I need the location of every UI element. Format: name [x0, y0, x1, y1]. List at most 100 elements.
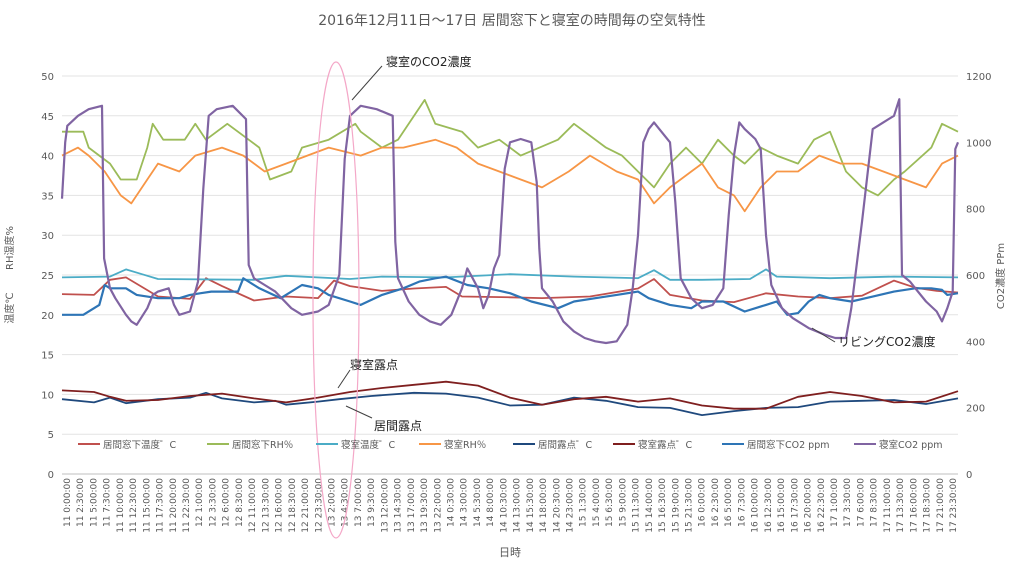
x-tick-label: 16 15:00:00	[777, 478, 787, 533]
x-tick-label: 12 1:00:00	[195, 478, 205, 527]
x-tick-label: 11 20:00:00	[169, 478, 179, 533]
x-tick-label: 14 5:30:00	[473, 478, 483, 527]
x-tick-label: 12 8:30:00	[235, 478, 245, 527]
x-tick-label: 11 12:30:00	[129, 478, 139, 533]
y-tick-left-label: 45	[41, 112, 54, 123]
annotation-arrow-bedroom-dewpoint	[337, 369, 351, 389]
x-tick-label: 17 1:00:00	[830, 478, 840, 527]
legend-label: 居間露点゜C	[538, 440, 593, 451]
x-tick-label: 12 11:00:00	[248, 478, 258, 533]
x-tick-label: 13 9:30:00	[367, 478, 377, 527]
x-tick-label: 17 8:30:00	[870, 478, 880, 527]
y-axis-left: 0 5 10 15 20 25 30 35 40 45 50	[41, 72, 54, 481]
y-tick-left-label: 5	[48, 430, 54, 441]
y-tick-right-label: 600	[966, 271, 985, 282]
x-tick-label: 11 0:00:00	[63, 478, 73, 527]
x-tick-label: 15 1:30:00	[579, 478, 589, 527]
y-tick-left-label: 0	[48, 470, 54, 481]
x-tick-label: 16 22:30:00	[817, 478, 827, 533]
annotation-living-dewpoint: 居間露点	[374, 419, 422, 433]
y-tick-left-label: 40	[41, 152, 54, 163]
x-tick-label: 15 11:30:00	[632, 478, 642, 533]
y-tick-left-label: 20	[41, 311, 54, 322]
legend-label: 居間窓下温度゜C	[103, 439, 177, 451]
y-tick-left-label: 15	[41, 351, 54, 362]
y-tick-left-label: 10	[41, 390, 54, 401]
x-tick-label: 12 16:00:00	[275, 478, 285, 533]
y-tick-right-label: 1200	[966, 72, 991, 83]
x-tick-label: 16 7:30:00	[737, 478, 747, 527]
x-tick-label: 15 16:30:00	[658, 478, 668, 533]
x-tick-label: 11 15:00:00	[142, 478, 152, 533]
x-tick-label: 11 2:30:00	[76, 478, 86, 527]
x-tick-label: 12 6:00:00	[222, 478, 232, 527]
legend-label: 寝室露点゜C	[638, 439, 693, 451]
x-tick-label: 17 21:00:00	[936, 478, 946, 533]
y-axis-left-label-rh: RH湿度%	[3, 226, 16, 270]
x-tick-label: 13 14:30:00	[394, 478, 404, 533]
series-line-6	[62, 275, 959, 316]
grid	[62, 75, 958, 435]
x-tick-label: 17 18:30:00	[923, 478, 933, 533]
x-tick-label: 14 20:30:00	[552, 478, 562, 533]
x-tick-label: 16 10:00:00	[751, 478, 761, 533]
series-line-5	[61, 380, 959, 410]
chart-title: 2016年12月11日～17日 居間窓下と寝室の時間毎の空気特性	[318, 12, 706, 29]
x-tick-label: 11 22:30:00	[182, 478, 192, 533]
x-tick-label: 11 17:30:00	[156, 478, 166, 533]
x-tick-label: 17 11:00:00	[883, 478, 893, 533]
x-tick-label: 13 12:00:00	[380, 478, 390, 533]
x-tick-label: 17 6:00:00	[856, 478, 866, 527]
y-tick-right-label: 800	[966, 205, 985, 216]
legend-label: 寝室温度゜C	[341, 439, 396, 451]
legend-label: 寝室CO2 ppm	[879, 439, 943, 451]
x-tick-label: 12 13:30:00	[261, 478, 271, 533]
x-axis: 11 0:00:00 11 2:30:00 11 5:00:00 11 7:30:00…	[63, 478, 959, 533]
x-tick-label: 11 10:00:00	[116, 478, 126, 533]
x-tick-label: 16 0:00:00	[698, 478, 708, 527]
y-axis-right: 0 200 400 600 800 1000 1200	[966, 72, 991, 481]
x-tick-label: 15 21:30:00	[685, 478, 695, 533]
y-tick-right-label: 400	[966, 337, 985, 348]
x-tick-label: 14 3:00:00	[460, 478, 470, 527]
x-tick-label: 14 15:30:00	[526, 478, 536, 533]
x-tick-label: 14 13:00:00	[513, 478, 523, 533]
x-tick-label: 12 23:30:00	[314, 478, 324, 533]
x-tick-label: 11 7:30:00	[103, 478, 113, 527]
x-tick-label: 17 16:00:00	[909, 478, 919, 533]
x-tick-label: 12 18:30:00	[288, 478, 298, 533]
series-line-1	[62, 99, 959, 197]
y-tick-left-label: 35	[41, 191, 54, 202]
x-tick-label: 15 4:00:00	[592, 478, 602, 527]
x-tick-label: 13 2:00:00	[327, 478, 337, 527]
x-tick-label: 14 18:00:00	[539, 478, 549, 533]
x-tick-label: 15 9:00:00	[618, 478, 628, 527]
y-tick-left-label: 50	[41, 72, 54, 83]
x-tick-label: 12 3:30:00	[208, 478, 218, 527]
legend-label: 居間窓下CO2 ppm	[747, 439, 830, 451]
legend-label: 居間窓下RH％	[232, 439, 293, 451]
x-tick-label: 13 4:30:00	[341, 478, 351, 527]
x-tick-label: 16 2:30:00	[711, 478, 721, 527]
x-tick-label: 16 17:30:00	[790, 478, 800, 533]
series-line-4	[61, 391, 959, 417]
y-axis-right-label: CO2濃度 PPm	[994, 243, 1007, 309]
legend: 居間窓下温度゜C 居間窓下RH％ 寝室温度゜C 寝室RH％ 居間露点゜C 寝室露点゜C 居間…	[78, 439, 943, 451]
x-tick-label: 14 10:30:00	[499, 478, 509, 533]
y-tick-left-label: 25	[41, 271, 54, 282]
annotation-living-co2: リビングCO2濃度	[838, 334, 935, 349]
y-tick-right-label: 0	[966, 470, 972, 481]
highlight-ellipse	[312, 61, 360, 539]
x-tick-label: 13 7:00:00	[354, 478, 364, 527]
legend-label: 寝室RH％	[444, 439, 486, 451]
annotation-arrow-bedroom-co2	[351, 65, 383, 101]
x-tick-label: 13 19:30:00	[420, 478, 430, 533]
x-tick-label: 17 13:30:00	[896, 478, 906, 533]
annotation-bedroom-dewpoint: 寝室露点	[350, 357, 398, 372]
x-axis-label: 日時	[499, 546, 521, 559]
y-tick-right-label: 200	[966, 404, 985, 415]
x-tick-label: 15 19:00:00	[671, 478, 681, 533]
x-tick-label: 17 3:30:00	[843, 478, 853, 527]
y-axis-left-label-temp: 温度℃	[3, 292, 16, 323]
